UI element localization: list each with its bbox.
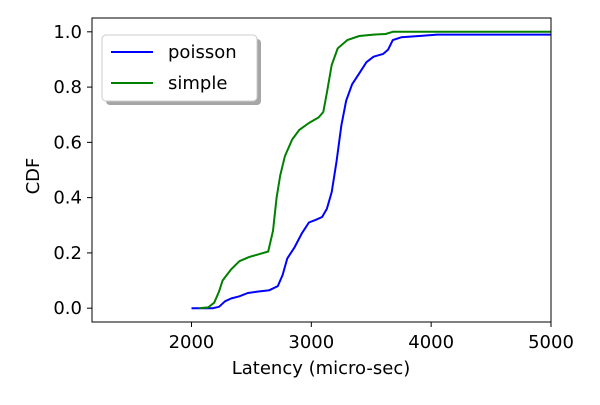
series-line-poisson <box>191 33 551 310</box>
y-tick-label: 0.2 <box>53 243 82 264</box>
series-lines <box>191 30 551 310</box>
x-axis-ticks: 2000 3000 4000 5000 <box>169 322 574 353</box>
y-axis-title: CDF <box>23 158 44 195</box>
y-tick-label: 1.0 <box>53 22 82 43</box>
series-line-simple <box>198 30 551 310</box>
legend-label-simple: simple <box>168 73 227 94</box>
x-tick-label: 5000 <box>528 332 574 353</box>
y-tick-label: 0.8 <box>53 77 82 98</box>
x-axis-title: Latency (micro-sec) <box>232 358 411 379</box>
y-axis-ticks: 0.0 0.2 0.4 0.6 0.8 1.0 <box>53 22 92 319</box>
x-tick-label: 4000 <box>408 332 454 353</box>
x-tick-label: 3000 <box>288 332 334 353</box>
x-tick-label: 2000 <box>169 332 215 353</box>
legend-label-poisson: poisson <box>168 42 237 63</box>
legend: poisson simple <box>101 34 261 105</box>
plot-frame <box>91 17 552 323</box>
y-tick-label: 0.4 <box>53 188 82 209</box>
y-tick-label: 0.0 <box>53 298 82 319</box>
y-tick-label: 0.6 <box>53 132 82 153</box>
